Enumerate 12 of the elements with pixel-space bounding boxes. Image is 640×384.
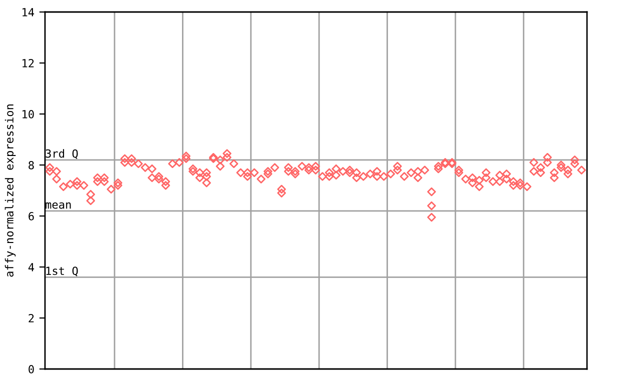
ref-line-label: 3rd Q xyxy=(46,149,78,160)
y-tick-label: 12 xyxy=(22,59,34,68)
y-axis-title: affy-normalized expression xyxy=(4,104,16,277)
y-tick-label: 0 xyxy=(28,365,34,374)
y-tick-label: 10 xyxy=(22,110,34,118)
ref-line-label: 1st Q xyxy=(46,266,78,276)
y-tick-label: 6 xyxy=(28,212,34,220)
y-tick-label: 14 xyxy=(22,8,34,16)
y-tick-label: 2 xyxy=(28,314,34,322)
y-tick-label: 8 xyxy=(28,161,34,170)
y-tick-label: 4 xyxy=(28,263,34,272)
ref-line-label: mean xyxy=(46,202,71,209)
